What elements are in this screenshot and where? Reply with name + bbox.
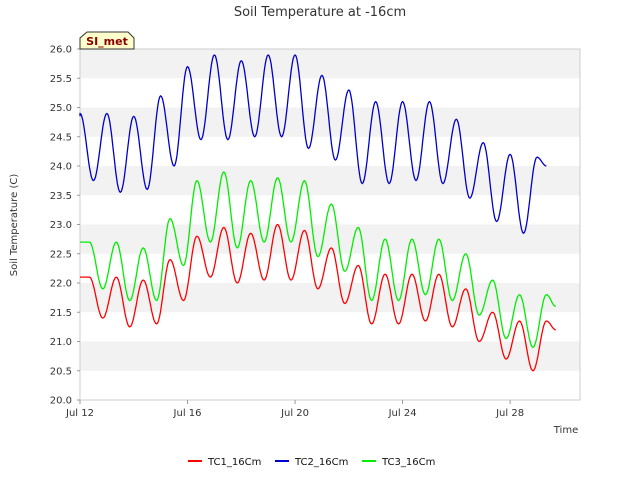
- y-axis-title: Soil Temperature (C): [9, 174, 20, 277]
- legend-label-tc2-16cm: TC2_16Cm: [294, 457, 348, 468]
- grid-band: [80, 166, 580, 196]
- chart-title: Soil Temperature at -16cm: [234, 5, 406, 20]
- grid-band: [80, 49, 580, 79]
- x-axis: Jul 12 Jul 16 Jul 20 Jul 24 Jul 28: [65, 400, 524, 419]
- x-tick-label: Jul 16: [173, 408, 202, 419]
- station-badge: SI_met: [79, 31, 135, 50]
- y-tick-label: 22.0: [50, 279, 72, 290]
- y-axis: 20.0 20.5 21.0 21.5 22.0 22.5 23.0 23.5 24.0 24.5…: [50, 45, 80, 407]
- y-tick-label: 20.5: [50, 366, 72, 377]
- y-tick-label: 26.0: [50, 45, 72, 56]
- legend-label-tc1-16cm: TC1_16Cm: [207, 457, 261, 468]
- y-tick-label: 21.0: [50, 337, 72, 348]
- x-tick-label: Jul 28: [495, 408, 524, 419]
- badge-shape: [79, 31, 135, 50]
- y-tick-label: 23.0: [50, 220, 72, 231]
- x-tick-label: Jul 20: [280, 408, 309, 419]
- legend-label-tc3-16cm: TC3_16Cm: [381, 457, 435, 468]
- legend: TC1_16Cm TC2_16Cm TC3_16Cm: [188, 457, 435, 468]
- y-tick-label: 25.0: [50, 103, 72, 114]
- series-lines: [79, 54, 556, 372]
- y-tick-label: 22.5: [50, 249, 72, 260]
- y-tick-label: 21.5: [50, 308, 72, 319]
- x-tick-label: Jul 24: [388, 408, 417, 419]
- series-line-tc1-16cm: [80, 223, 556, 372]
- grid-band: [80, 341, 580, 371]
- x-axis-title: Time: [553, 425, 578, 436]
- y-tick-label: 23.5: [50, 191, 72, 202]
- grid-bands: [80, 49, 580, 400]
- y-tick-label: 24.0: [50, 162, 72, 173]
- y-tick-label: 20.0: [50, 396, 72, 407]
- y-tick-label: 25.5: [50, 74, 72, 85]
- y-tick-label: 24.5: [50, 132, 72, 143]
- series-line-tc3-16cm: [80, 171, 556, 349]
- badge-label: SI_met: [86, 35, 128, 48]
- x-tick-label: Jul 12: [65, 408, 94, 419]
- series-line-tc2-16cm: [79, 54, 547, 234]
